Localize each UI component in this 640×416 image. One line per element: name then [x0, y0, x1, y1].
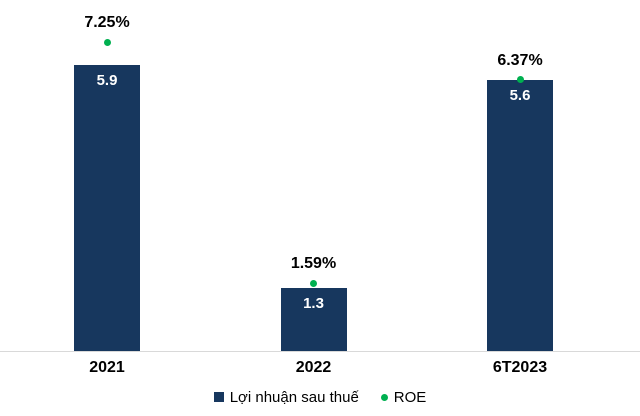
roe-point-6T2023	[516, 76, 524, 84]
legend-item-roe: ROE	[380, 388, 427, 406]
roe-value-label-2021: 7.25%	[84, 14, 130, 32]
legend-item-profit: Lợi nhuận sau thuế	[213, 388, 359, 406]
x-axis-label-6T2023: 6T2023	[492, 359, 548, 376]
bar-2022	[280, 287, 347, 351]
x-axis-line	[0, 351, 640, 352]
roe-point-2021	[103, 38, 111, 46]
bar-value-label-2021: 5.9	[96, 72, 118, 89]
roe-point-2022	[310, 279, 317, 287]
roe-value-label-6T2023: 6.37%	[497, 51, 543, 69]
x-axis-label-2021: 2021	[89, 359, 125, 376]
roe-legend-dot-icon	[380, 393, 388, 401]
legend-label-profit: Lợi nhuận sau thuế	[229, 388, 359, 406]
profit-legend-swatch-icon	[213, 392, 224, 402]
bar-6T2023	[487, 79, 553, 351]
roe-value-label-2022: 1.59%	[290, 255, 337, 273]
chart-legend: Lợi nhuận sau thuế ROE	[0, 385, 640, 409]
bar-2021	[74, 65, 140, 351]
legend-label-roe: ROE	[393, 388, 427, 406]
bar-value-label-6T2023: 5.6	[509, 86, 531, 104]
x-axis-label-2022: 2022	[295, 359, 332, 376]
bar-value-label-2022: 1.3	[303, 294, 324, 312]
bar-chart: 5.9 7.25% 2021 1.3 1.59% 2022 5.6 6.37% 6T2023	[0, 14, 640, 376]
